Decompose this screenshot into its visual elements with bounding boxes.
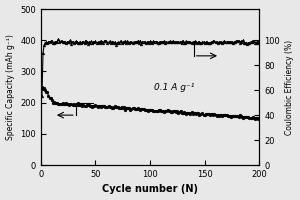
Text: 0.1 A g⁻¹: 0.1 A g⁻¹: [154, 83, 195, 92]
X-axis label: Cycle number (N): Cycle number (N): [102, 184, 198, 194]
Y-axis label: Specific Capacity (mAh g⁻¹): Specific Capacity (mAh g⁻¹): [6, 34, 15, 140]
Y-axis label: Coulombic Efficiency (%): Coulombic Efficiency (%): [285, 39, 294, 135]
